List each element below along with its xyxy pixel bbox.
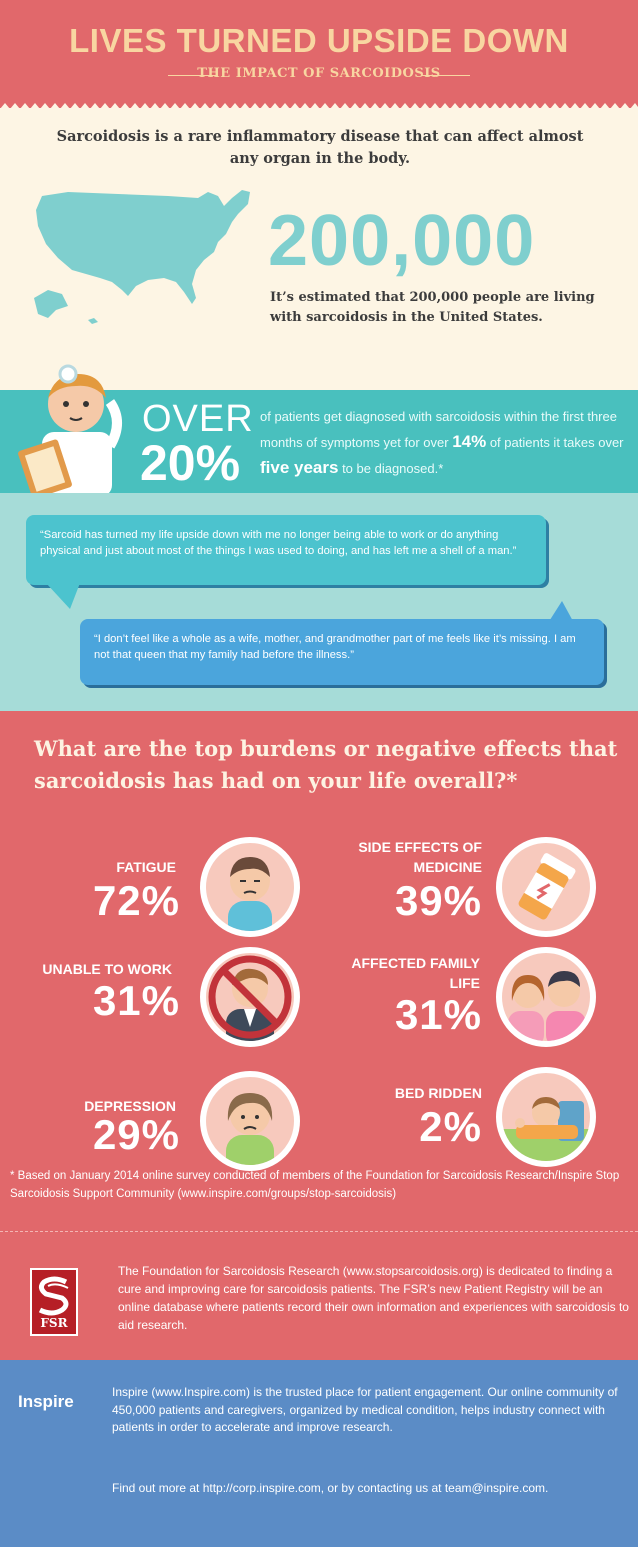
fsr-description: The Foundation for Sarcoidosis Research … (118, 1264, 629, 1332)
inspire-contact: Find out more at http://corp.inspire.com… (112, 1481, 549, 1495)
fsr-s-icon (38, 1276, 69, 1316)
inspire-description: Inspire (www.Inspire.com) is the trusted… (112, 1385, 618, 1434)
diagnosis-description: of patients get diagnosed with sarcoidos… (260, 404, 630, 481)
burden-label-bed-ridden: BED RIDDEN (394, 1085, 482, 1101)
burden-label-family-life: AFFECTED FAMILY LIFE (351, 955, 480, 991)
burden-pct-family-life: 31% (394, 991, 482, 1038)
subtitle: THE IMPACT OF SARCOIDOSIS (197, 66, 441, 81)
burden-label-side-effects: SIDE EFFECTS OF MEDICINE (358, 839, 482, 875)
main-title: LIVES TURNED UPSIDE DOWN (69, 22, 569, 59)
subtitle-rule-right (422, 75, 470, 76)
quote-tail-2 (548, 601, 574, 623)
pill-bottle-icon (496, 837, 596, 937)
quote-bubble-1: “Sarcoid has turned my life upside down … (26, 515, 546, 585)
tired-person-icon (200, 837, 300, 937)
burden-label-fatigue: FATIGUE (116, 859, 176, 875)
fsr-logo-text: FSR (40, 1316, 68, 1330)
over-percent: 20% (140, 435, 241, 491)
burden-pct-bed-ridden: 2% (419, 1103, 482, 1150)
survey-footnote: * Based on January 2014 online survey co… (10, 1170, 620, 1200)
no-work-icon (200, 947, 300, 1047)
burden-label-unable-to-work: UNABLE TO WORK (42, 961, 172, 977)
stat-description: It’s estimated that 200,000 people are l… (270, 290, 595, 325)
fsr-logo: FSR (30, 1268, 78, 1336)
stat-200000: 200,000 (268, 201, 536, 281)
diagnosis-desc-pct: 14% (452, 432, 487, 451)
diagnosis-desc-part2: of patients it takes over (486, 435, 624, 450)
over-word: OVER (142, 398, 254, 440)
subtitle-row: THE IMPACT OF SARCOIDOSIS (0, 66, 638, 86)
us-map-icon (34, 190, 250, 324)
burden-pct-depression: 29% (92, 1111, 180, 1158)
diagnosis-desc-part3: to be diagnosed.* (338, 461, 444, 476)
header: LIVES TURNED UPSIDE DOWN THE IMPACT OF S… (0, 0, 638, 108)
burden-pct-side-effects: 39% (394, 877, 482, 924)
sad-person-icon (200, 1071, 300, 1171)
quotes-section: “Sarcoid has turned my life upside down … (0, 493, 638, 711)
burdens-section: What are the top burdens or negative eff… (0, 711, 638, 1246)
diagnosis-desc-part1: of patients get diagnosed with sarcoidos… (260, 409, 617, 450)
bed-icon (496, 1067, 596, 1167)
dashed-divider (0, 1231, 638, 1232)
diagnosis-section: OVER 20% of patients get diagnosed with … (0, 364, 638, 497)
burden-label-depression: DEPRESSION (84, 1098, 176, 1114)
fsr-section: FSR The Foundation for Sarcoidosis Resea… (0, 1246, 638, 1360)
quote-bubble-2: “I don’t feel like a whole as a wife, mo… (80, 619, 604, 685)
quote-tail-1 (46, 583, 80, 609)
inspire-section: Inspire Inspire (www.Inspire.com) is the… (0, 1360, 638, 1547)
burdens-question: What are the top burdens or negative eff… (34, 736, 618, 793)
family-icon (496, 947, 596, 1047)
burden-pct-fatigue: 72% (92, 877, 180, 924)
zigzag-edge (0, 103, 638, 108)
intro-section: Sarcoidosis is a rare inflammatory disea… (0, 108, 638, 390)
subtitle-rule-left (168, 75, 216, 76)
diagnosis-desc-years: five years (260, 458, 339, 477)
doctor-icon (18, 364, 122, 497)
intro-text: Sarcoidosis is a rare inflammatory disea… (56, 128, 584, 167)
burden-pct-unable-to-work: 31% (92, 977, 180, 1024)
inspire-logo: Inspire (18, 1392, 74, 1411)
